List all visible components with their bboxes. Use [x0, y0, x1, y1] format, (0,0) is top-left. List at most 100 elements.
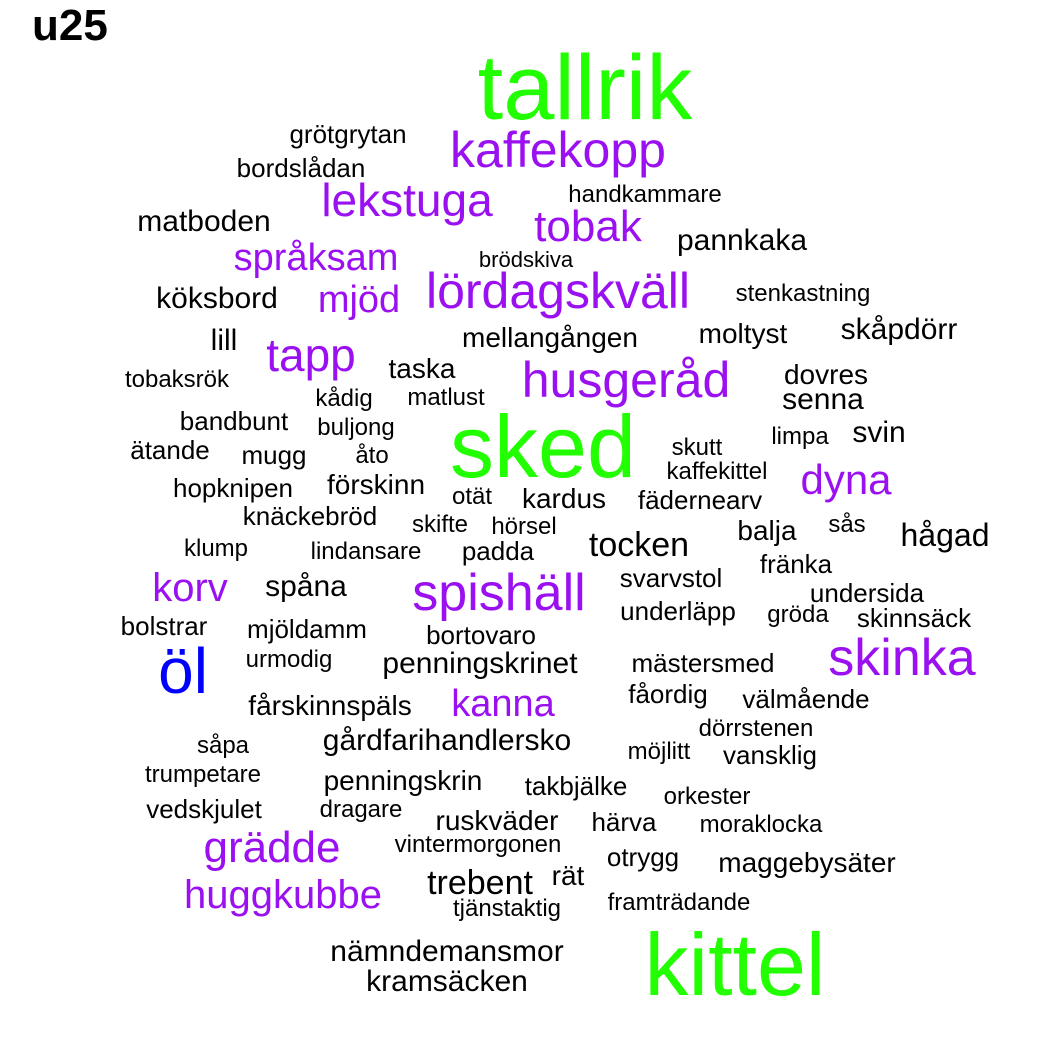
word-skinka: skinka: [828, 629, 976, 687]
word-vansklig: vansklig: [723, 740, 817, 770]
word-tobaksrok: tobaksrök: [124, 366, 230, 393]
word-lindansare: lindansare: [310, 538, 422, 565]
word-kadig: kådig: [315, 385, 373, 412]
word-ruskvader: ruskväder: [435, 805, 559, 836]
word-ol: öl: [158, 635, 208, 707]
word-moraklocka: moraklocka: [699, 811, 823, 838]
word-otat: otät: [451, 483, 493, 510]
word-mastersmed: mästersmed: [631, 648, 775, 678]
word-husgerad: husgeråd: [521, 352, 731, 408]
word-underlapp: underläpp: [620, 596, 736, 626]
word-bortovaro: bortovaro: [426, 620, 536, 650]
word-stenkastning: stenkastning: [735, 280, 871, 307]
word-brodskiva: brödskiva: [478, 247, 574, 272]
word-forskinn: förskinn: [326, 469, 426, 500]
word-skutt: skutt: [671, 434, 723, 461]
word-lekstuga: lekstuga: [321, 174, 493, 226]
word-undersida: undersida: [809, 578, 925, 608]
word-taska: taska: [388, 353, 456, 384]
word-gradde: grädde: [203, 823, 341, 872]
word-skifte: skifte: [411, 511, 469, 538]
word-trumpetare: trumpetare: [144, 761, 262, 788]
word-moltyst: moltyst: [698, 318, 788, 349]
word-harva: härva: [591, 807, 657, 837]
panel-title: u25: [32, 1, 108, 50]
word-vedskjulet: vedskjulet: [146, 794, 262, 824]
word-skapdorr: skåpdörr: [840, 313, 958, 346]
word-dragare: dragare: [319, 796, 403, 823]
word-kramsacken: kramsäcken: [366, 965, 528, 998]
word-skinnsack: skinnsäck: [856, 603, 972, 633]
word-spana: spåna: [265, 570, 347, 603]
word-penningskrin: penningskrin: [323, 765, 483, 796]
word-kanna: kanna: [451, 683, 555, 725]
word-tobak: tobak: [534, 202, 642, 251]
word-korv: korv: [152, 566, 228, 610]
word-dovres: dovres: [783, 359, 869, 390]
word-mojlitt: möjlitt: [627, 738, 691, 765]
word-spishall: spishäll: [412, 564, 586, 622]
word-atande: ätande: [130, 435, 210, 465]
word-sked: sked: [450, 397, 636, 496]
word-vintermorgonen: vintermorgonen: [394, 831, 562, 858]
word-tallrik: tallrik: [477, 37, 693, 139]
word-koksbord: köksbord: [156, 282, 278, 315]
word-pannkaka: pannkaka: [676, 224, 808, 257]
word-valmaende: välmående: [742, 684, 870, 714]
word-handkammare: handkammare: [568, 181, 722, 208]
word-kaffekittel: kaffekittel: [666, 458, 768, 485]
word-padda: padda: [461, 536, 535, 566]
word-gardfarihandlersko: gårdfarihandlersko: [322, 724, 572, 757]
word-kaffekopp: kaffekopp: [450, 122, 666, 178]
word-rat: rät: [551, 860, 585, 891]
word-matlust: matlust: [407, 384, 485, 411]
word-orkester: orkester: [663, 783, 751, 810]
word-hopknipen: hopknipen: [173, 473, 293, 503]
word-hagad: hågad: [900, 517, 990, 553]
word-faordig: fåordig: [628, 679, 708, 709]
word-mjod: mjöd: [317, 279, 401, 321]
word-svin: svin: [852, 416, 906, 449]
word-svarvstol: svarvstol: [619, 563, 723, 593]
word-trebent: trebent: [427, 864, 533, 902]
word-bandbunt: bandbunt: [179, 406, 289, 436]
word-ato: åto: [355, 442, 389, 469]
word-otrygg: otrygg: [606, 842, 680, 872]
word-mugg: mugg: [241, 440, 307, 470]
word-sas: sås: [828, 511, 866, 538]
word-mjoldamm: mjöldamm: [247, 614, 367, 644]
word-dorrstenen: dörrstenen: [698, 715, 814, 742]
word-framtradande: framträdande: [607, 889, 751, 916]
word-matboden: matboden: [137, 205, 271, 238]
word-franka: fränka: [759, 549, 833, 579]
word-tapp: tapp: [266, 329, 356, 381]
word-lordagskvall: lördagskväll: [425, 263, 691, 319]
word-limpa: limpa: [771, 423, 829, 450]
word-bolstrar: bolstrar: [120, 611, 208, 641]
word-buljong: buljong: [317, 414, 395, 441]
word-tocken: tocken: [588, 526, 690, 564]
word-farskinnspals: fårskinnspäls: [248, 690, 412, 721]
word-horsel: hörsel: [491, 513, 557, 540]
word-balja: balja: [737, 515, 797, 546]
word-senna: senna: [782, 383, 864, 416]
word-sapa: såpa: [196, 732, 250, 759]
word-fadernearv: fädernearv: [637, 485, 763, 515]
word-spraksam: språksam: [233, 237, 399, 279]
word-kittel: kittel: [644, 915, 826, 1014]
word-dyna: dyna: [800, 456, 892, 503]
word-lill: lill: [210, 324, 238, 357]
word-maggebysater: maggebysäter: [718, 847, 896, 878]
word-grotgrytan: grötgrytan: [289, 119, 407, 149]
word-huggkubbe: huggkubbe: [184, 873, 382, 917]
word-penningskrinet: penningskrinet: [382, 647, 578, 680]
word-tjanstaktig: tjänstaktig: [452, 895, 562, 922]
word-namndemansmor: nämndemansmor: [330, 935, 564, 968]
word-klump: klump: [183, 535, 249, 562]
word-urmodig: urmodig: [245, 646, 333, 673]
word-bordsladan: bordslådan: [236, 153, 366, 183]
word-takbjalke: takbjälke: [524, 771, 628, 801]
word-groda: gröda: [767, 601, 829, 628]
word-mellangangen: mellangången: [462, 322, 638, 353]
